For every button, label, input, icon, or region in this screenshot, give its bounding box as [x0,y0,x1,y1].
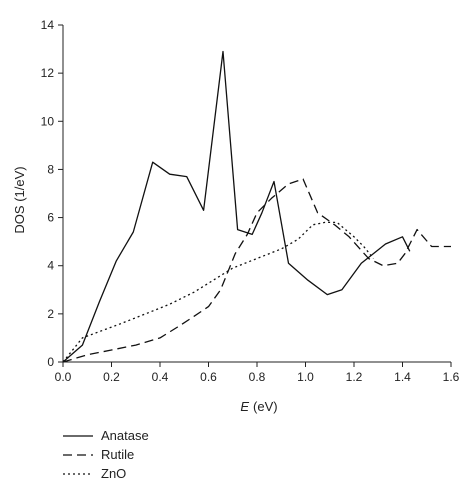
legend: Anatase Rutile ZnO [63,428,149,481]
x-axis-variable: E [240,399,249,414]
series-line-zno [62,221,374,363]
series-line-anatase [62,50,411,363]
legend-label-rutile: Rutile [101,447,134,462]
x-tick-label: 1.2 [346,370,363,384]
y-tick-label: 12 [41,66,55,80]
y-tick-label: 8 [47,162,54,176]
y-tick-label: 4 [47,259,54,273]
x-tick-label: 0.0 [55,370,72,384]
x-tick-label: 0.2 [103,370,120,384]
y-tick-label: 2 [47,307,54,321]
y-tick-label: 10 [41,114,55,128]
y-tick-label: 6 [47,211,54,225]
y-tick-label: 14 [41,18,55,32]
x-axis-label: E (eV) [240,399,277,414]
series-layer [62,50,451,363]
x-tick-label: 0.8 [249,370,266,384]
x-tick-label: 0.4 [152,370,169,384]
x-tick-label: 1.6 [443,370,460,384]
y-tick-label: 0 [47,355,54,369]
x-tick-label: 0.6 [200,370,217,384]
legend-label-anatase: Anatase [101,428,149,443]
legend-label-zno: ZnO [101,466,126,481]
y-axis-label: DOS (1/eV) [12,166,27,233]
axes: 0.0 0.2 0.4 0.6 0.8 1.0 1.2 1.4 1.6 0 2 4 6 8 10 12 14 [41,18,460,384]
x-axis-unit: (eV) [253,399,278,414]
series-line-rutile [62,178,451,363]
x-tick-label: 1.4 [394,370,411,384]
x-tick-label: 1.0 [297,370,314,384]
